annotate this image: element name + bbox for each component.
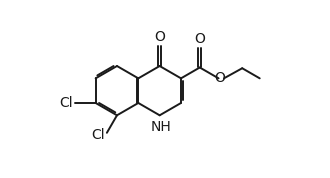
Text: O: O xyxy=(214,71,225,85)
Text: NH: NH xyxy=(151,120,172,134)
Text: O: O xyxy=(194,32,205,46)
Text: Cl: Cl xyxy=(59,96,73,110)
Text: Cl: Cl xyxy=(91,128,105,142)
Text: O: O xyxy=(154,30,165,44)
